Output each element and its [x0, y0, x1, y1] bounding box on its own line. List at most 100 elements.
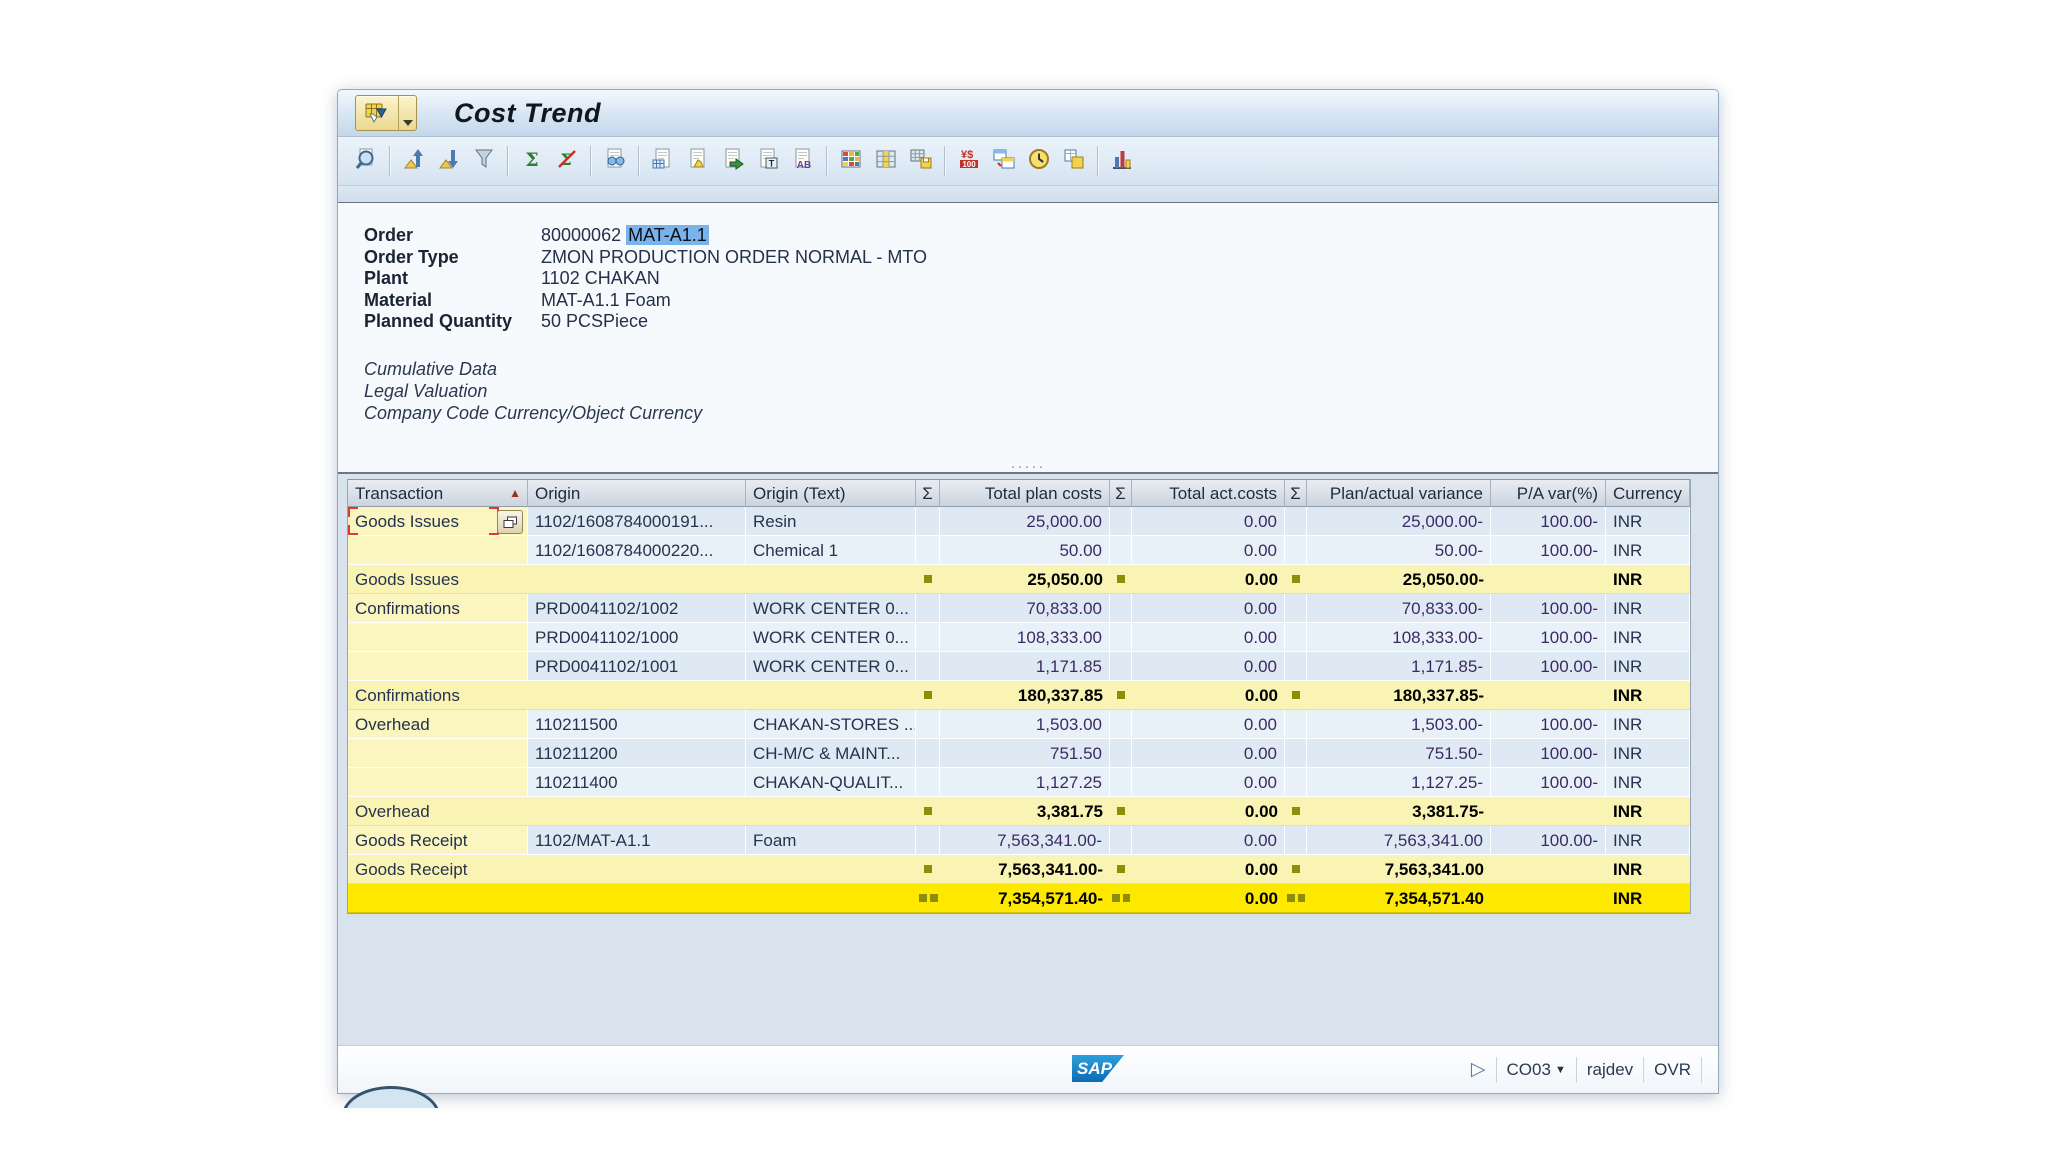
filter-button[interactable] [466, 142, 501, 180]
column-header-origin[interactable]: Origin [528, 479, 746, 507]
origin-text-cell[interactable]: Chemical 1 [746, 536, 916, 565]
splitter-handle[interactable]: ····· [1010, 458, 1046, 475]
sort-ascending-button[interactable] [396, 142, 431, 180]
currency-cell[interactable]: INR [1606, 884, 1690, 913]
abc-analysis-button[interactable]: AB [785, 142, 820, 180]
column-header-sigma-5[interactable]: Σ [1110, 479, 1132, 507]
origin-cell[interactable]: 1102/MAT-A1.1 [528, 826, 746, 855]
pa-var-cell[interactable]: 100.00- [1491, 594, 1606, 623]
total-plan-costs-cell[interactable]: 50.00 [940, 536, 1110, 565]
plan-actual-variance-cell[interactable]: 25,000.00- [1307, 507, 1491, 536]
origin-cell[interactable]: 1102/1608784000220... [528, 536, 746, 565]
total-act-costs-cell[interactable]: 0.00 [1132, 594, 1285, 623]
origin-cell[interactable] [528, 797, 746, 826]
currency-cell[interactable]: INR [1606, 681, 1690, 710]
total-plan-costs-cell[interactable]: 1,503.00 [940, 710, 1110, 739]
currency-cell[interactable]: INR [1606, 594, 1690, 623]
origin-cell[interactable] [528, 681, 746, 710]
total-act-costs-cell[interactable]: 0.00 [1132, 536, 1285, 565]
column-header-sigma-3[interactable]: Σ [916, 479, 940, 507]
transaction-cell[interactable]: Goods Receipt [348, 826, 528, 855]
word-processing-button[interactable]: T [750, 142, 785, 180]
total-act-costs-cell[interactable]: 0.00 [1132, 884, 1285, 913]
transaction-cell[interactable] [348, 884, 528, 913]
origin-text-cell[interactable] [746, 884, 916, 913]
plan-actual-variance-cell[interactable]: 25,050.00- [1307, 565, 1491, 594]
total-plan-costs-cell[interactable]: 751.50 [940, 739, 1110, 768]
pa-var-cell[interactable]: 100.00- [1491, 826, 1606, 855]
transaction-cell[interactable]: Confirmations [348, 681, 528, 710]
pa-var-cell[interactable] [1491, 565, 1606, 594]
plan-actual-variance-cell[interactable]: 1,171.85- [1307, 652, 1491, 681]
save-layout-button[interactable] [903, 142, 938, 180]
local-file-button[interactable] [645, 142, 680, 180]
pa-var-cell[interactable]: 100.00- [1491, 536, 1606, 565]
total-plan-costs-cell[interactable]: 1,127.25 [940, 768, 1110, 797]
currency-cell[interactable]: INR [1606, 739, 1690, 768]
transaction-cell[interactable] [348, 652, 528, 681]
currency-cell[interactable]: INR [1606, 652, 1690, 681]
currency-cell[interactable]: INR [1606, 623, 1690, 652]
origin-text-cell[interactable] [746, 681, 916, 710]
origin-text-cell[interactable]: WORK CENTER 0... [746, 652, 916, 681]
column-header-sigma-7[interactable]: Σ [1285, 479, 1307, 507]
currency-cell[interactable]: INR [1606, 797, 1690, 826]
plan-actual-variance-cell[interactable]: 1,503.00- [1307, 710, 1491, 739]
pa-var-cell[interactable] [1491, 681, 1606, 710]
origin-cell[interactable]: 110211500 [528, 710, 746, 739]
subtotal-button[interactable]: Σ [549, 142, 584, 180]
column-header-p-a-var[interactable]: P/A var(%) [1491, 479, 1606, 507]
currency-cell[interactable]: INR [1606, 507, 1690, 536]
transaction-cell[interactable]: Goods Receipt [348, 855, 528, 884]
total-act-costs-cell[interactable]: 0.00 [1132, 623, 1285, 652]
export-button[interactable] [715, 142, 750, 180]
pa-var-cell[interactable]: 100.00- [1491, 623, 1606, 652]
currency-cell[interactable]: INR [1606, 536, 1690, 565]
total-act-costs-cell[interactable]: 0.00 [1132, 826, 1285, 855]
origin-cell[interactable]: PRD0041102/1000 [528, 623, 746, 652]
status-expand-icon[interactable]: ▷ [1470, 1059, 1486, 1080]
status-transaction-code[interactable]: CO03 ▼ [1507, 1060, 1566, 1080]
origin-cell[interactable]: PRD0041102/1002 [528, 594, 746, 623]
total-plan-costs-cell[interactable]: 3,381.75 [940, 797, 1110, 826]
transaction-cell[interactable] [348, 536, 528, 565]
sum-button[interactable]: Σ [514, 142, 549, 180]
plan-actual-variance-cell[interactable]: 3,381.75- [1307, 797, 1491, 826]
transaction-cell[interactable] [348, 623, 528, 652]
origin-text-cell[interactable]: CHAKAN-QUALIT... [746, 768, 916, 797]
currency-cell[interactable]: INR [1606, 565, 1690, 594]
transaction-cell[interactable]: Goods Issues [348, 565, 528, 594]
pa-var-cell[interactable] [1491, 855, 1606, 884]
total-plan-costs-cell[interactable]: 7,563,341.00- [940, 855, 1110, 884]
total-act-costs-cell[interactable]: 0.00 [1132, 739, 1285, 768]
transaction-cell[interactable] [348, 739, 528, 768]
total-plan-costs-cell[interactable]: 70,833.00 [940, 594, 1110, 623]
currency-button[interactable]: ¥$ 100 [951, 142, 986, 180]
origin-cell[interactable]: PRD0041102/1001 [528, 652, 746, 681]
pa-var-cell[interactable]: 100.00- [1491, 768, 1606, 797]
total-plan-costs-cell[interactable]: 7,354,571.40- [940, 884, 1110, 913]
total-act-costs-cell[interactable]: 0.00 [1132, 507, 1285, 536]
total-plan-costs-cell[interactable]: 108,333.00 [940, 623, 1110, 652]
origin-cell[interactable] [528, 565, 746, 594]
pa-var-cell[interactable] [1491, 797, 1606, 826]
column-header-plan-actual-variance[interactable]: Plan/actual variance [1307, 479, 1491, 507]
total-act-costs-cell[interactable]: 0.00 [1132, 565, 1285, 594]
total-plan-costs-cell[interactable]: 25,050.00 [940, 565, 1110, 594]
origin-text-cell[interactable] [746, 797, 916, 826]
history-button[interactable] [1021, 142, 1056, 180]
transaction-cell[interactable]: Overhead [348, 710, 528, 739]
total-act-costs-cell[interactable]: 0.00 [1132, 768, 1285, 797]
views-button[interactable] [833, 142, 868, 180]
cell-detail-button[interactable] [497, 510, 523, 534]
origin-text-cell[interactable]: WORK CENTER 0... [746, 594, 916, 623]
plan-actual-variance-cell[interactable]: 70,833.00- [1307, 594, 1491, 623]
mail-button[interactable] [680, 142, 715, 180]
print-preview-button[interactable] [597, 142, 632, 180]
total-plan-costs-cell[interactable]: 25,000.00 [940, 507, 1110, 536]
total-act-costs-cell[interactable]: 0.00 [1132, 681, 1285, 710]
total-act-costs-cell[interactable]: 0.00 [1132, 855, 1285, 884]
plan-actual-variance-cell[interactable]: 7,354,571.40 [1307, 884, 1491, 913]
currency-cell[interactable]: INR [1606, 768, 1690, 797]
change-layout-button[interactable] [868, 142, 903, 180]
